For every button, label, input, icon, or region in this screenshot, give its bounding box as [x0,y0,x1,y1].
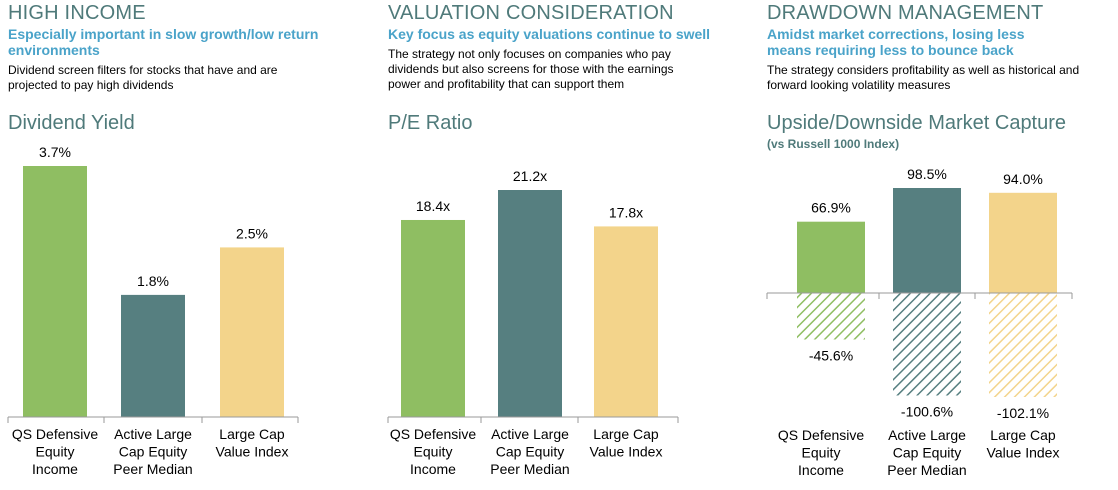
panel-description: The strategy not only focuses on compani… [388,47,674,91]
downside-data-label: -102.1% [997,405,1049,421]
bar [23,166,87,417]
downside-bar [797,293,865,340]
upside-data-label: 98.5% [907,166,947,182]
category-label: Large Cap [593,426,659,442]
category-label: Income [410,461,456,477]
category-label: Equity [802,445,841,461]
bar [220,247,284,417]
upside-data-label: 94.0% [1003,171,1043,187]
category-label: Peer Median [490,461,569,477]
category-label: Cap Equity [496,444,564,460]
upside-bar [893,188,961,293]
market-capture-chart: 66.9% 98.5% 94.0% -45.6% -100.6% -102.1% QS De… [766,166,1073,478]
chart-title: Upside/Downside Market Capture [767,112,1067,134]
category-label: Equity [36,444,75,460]
upside-bar [797,221,865,293]
downside-bar [893,293,961,396]
category-label: QS Defensive [390,426,477,442]
bar [498,190,562,417]
category-label: Peer Median [113,461,192,477]
category-label: Active Large [888,427,966,443]
data-label: 2.5% [236,225,268,241]
data-label: 17.8x [609,204,643,220]
category-label: Active Large [491,426,569,442]
bar [594,226,658,417]
panel-heading: DRAWDOWN MANAGEMENT [767,2,1044,24]
data-label: 21.2x [513,168,547,184]
panel-subheading: Especially important in slow growth/low … [8,26,319,58]
category-label: Income [798,462,844,478]
upside-data-label: 66.9% [811,200,851,216]
category-label: Cap Equity [119,444,187,460]
panel-subheading: Amidst market corrections, losing less m… [767,26,1025,58]
bar [401,219,465,417]
data-label: 1.8% [137,273,169,289]
category-label: Value Index [590,444,663,460]
downside-data-label: -100.6% [901,403,953,419]
category-label: Equity [414,444,453,460]
category-label: Peer Median [887,462,966,478]
panel-high-income: HIGH INCOME Especially important in slow… [7,0,368,490]
panel-drawdown-management: DRAWDOWN MANAGEMENT Amidst market correc… [766,0,1118,490]
panel-description: Dividend screen filters for stocks that … [8,63,278,92]
category-label: QS Defensive [778,427,865,443]
panel-heading: HIGH INCOME [8,2,146,24]
downside-data-label: -45.6% [809,347,853,363]
panel-heading: VALUATION CONSIDERATION [388,2,674,24]
category-label: Value Index [216,444,289,460]
category-label: QS Defensive [12,426,99,442]
data-label: 3.7% [39,144,71,160]
chart-title: Dividend Yield [8,112,135,134]
upside-bar [989,192,1057,293]
category-label: Income [32,461,78,477]
chart-title: P/E Ratio [388,112,473,134]
data-label: 18.4x [416,198,450,214]
category-label: Active Large [114,426,192,442]
category-label: Large Cap [219,426,285,442]
category-label: Large Cap [990,427,1056,443]
chart-subtitle: (vs Russell 1000 Index) [767,137,900,151]
downside-bar [989,293,1057,397]
category-label: Value Index [987,445,1060,461]
category-label: Cap Equity [893,445,961,461]
panel-subheading: Key focus as equity valuations continue … [388,26,711,42]
panel-valuation-consideration: VALUATION CONSIDERATION Key focus as equ… [387,0,748,490]
panel-description: The strategy considers profitability as … [767,63,1080,92]
bar [121,294,185,417]
